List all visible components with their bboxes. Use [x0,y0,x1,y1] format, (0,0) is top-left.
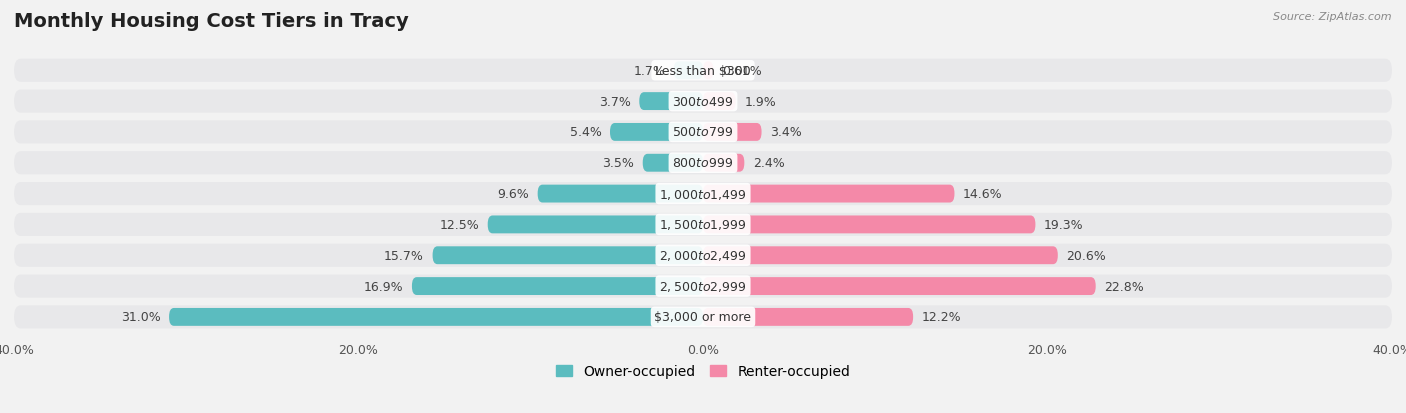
Text: 3.4%: 3.4% [770,126,801,139]
Text: 16.9%: 16.9% [364,280,404,293]
FancyBboxPatch shape [703,154,744,172]
FancyBboxPatch shape [14,244,1392,267]
Text: 12.2%: 12.2% [922,311,962,324]
Text: Monthly Housing Cost Tiers in Tracy: Monthly Housing Cost Tiers in Tracy [14,12,409,31]
FancyBboxPatch shape [703,278,1095,295]
FancyBboxPatch shape [14,59,1392,83]
Text: Less than $300: Less than $300 [655,64,751,78]
Text: 12.5%: 12.5% [439,218,479,231]
Text: 15.7%: 15.7% [384,249,425,262]
Text: Source: ZipAtlas.com: Source: ZipAtlas.com [1274,12,1392,22]
FancyBboxPatch shape [169,308,703,326]
Text: 31.0%: 31.0% [121,311,160,324]
Text: 2.4%: 2.4% [754,157,785,170]
FancyBboxPatch shape [14,306,1392,329]
FancyBboxPatch shape [537,185,703,203]
Text: 14.6%: 14.6% [963,188,1002,201]
Text: $3,000 or more: $3,000 or more [655,311,751,324]
Text: $2,500 to $2,999: $2,500 to $2,999 [659,279,747,293]
FancyBboxPatch shape [703,185,955,203]
FancyBboxPatch shape [610,123,703,142]
FancyBboxPatch shape [14,152,1392,175]
FancyBboxPatch shape [673,62,703,80]
FancyBboxPatch shape [433,247,703,265]
Text: 20.6%: 20.6% [1066,249,1107,262]
FancyBboxPatch shape [703,93,735,111]
FancyBboxPatch shape [703,247,1057,265]
FancyBboxPatch shape [14,275,1392,298]
Text: 1.7%: 1.7% [633,64,665,78]
Text: $2,000 to $2,499: $2,000 to $2,499 [659,249,747,263]
Text: 0.61%: 0.61% [723,64,762,78]
Text: 9.6%: 9.6% [498,188,529,201]
FancyBboxPatch shape [703,216,1035,234]
FancyBboxPatch shape [412,278,703,295]
FancyBboxPatch shape [643,154,703,172]
FancyBboxPatch shape [488,216,703,234]
Text: 5.4%: 5.4% [569,126,602,139]
FancyBboxPatch shape [14,183,1392,206]
FancyBboxPatch shape [703,62,713,80]
Text: $1,500 to $1,999: $1,500 to $1,999 [659,218,747,232]
FancyBboxPatch shape [14,90,1392,114]
Text: $800 to $999: $800 to $999 [672,157,734,170]
Legend: Owner-occupied, Renter-occupied: Owner-occupied, Renter-occupied [550,359,856,384]
Text: 3.7%: 3.7% [599,95,631,108]
Text: $300 to $499: $300 to $499 [672,95,734,108]
FancyBboxPatch shape [14,214,1392,236]
Text: $500 to $799: $500 to $799 [672,126,734,139]
Text: 1.9%: 1.9% [744,95,776,108]
Text: 3.5%: 3.5% [602,157,634,170]
Text: 19.3%: 19.3% [1045,218,1084,231]
FancyBboxPatch shape [14,121,1392,144]
Text: $1,000 to $1,499: $1,000 to $1,499 [659,187,747,201]
FancyBboxPatch shape [703,308,912,326]
FancyBboxPatch shape [640,93,703,111]
Text: 22.8%: 22.8% [1104,280,1144,293]
FancyBboxPatch shape [703,123,762,142]
